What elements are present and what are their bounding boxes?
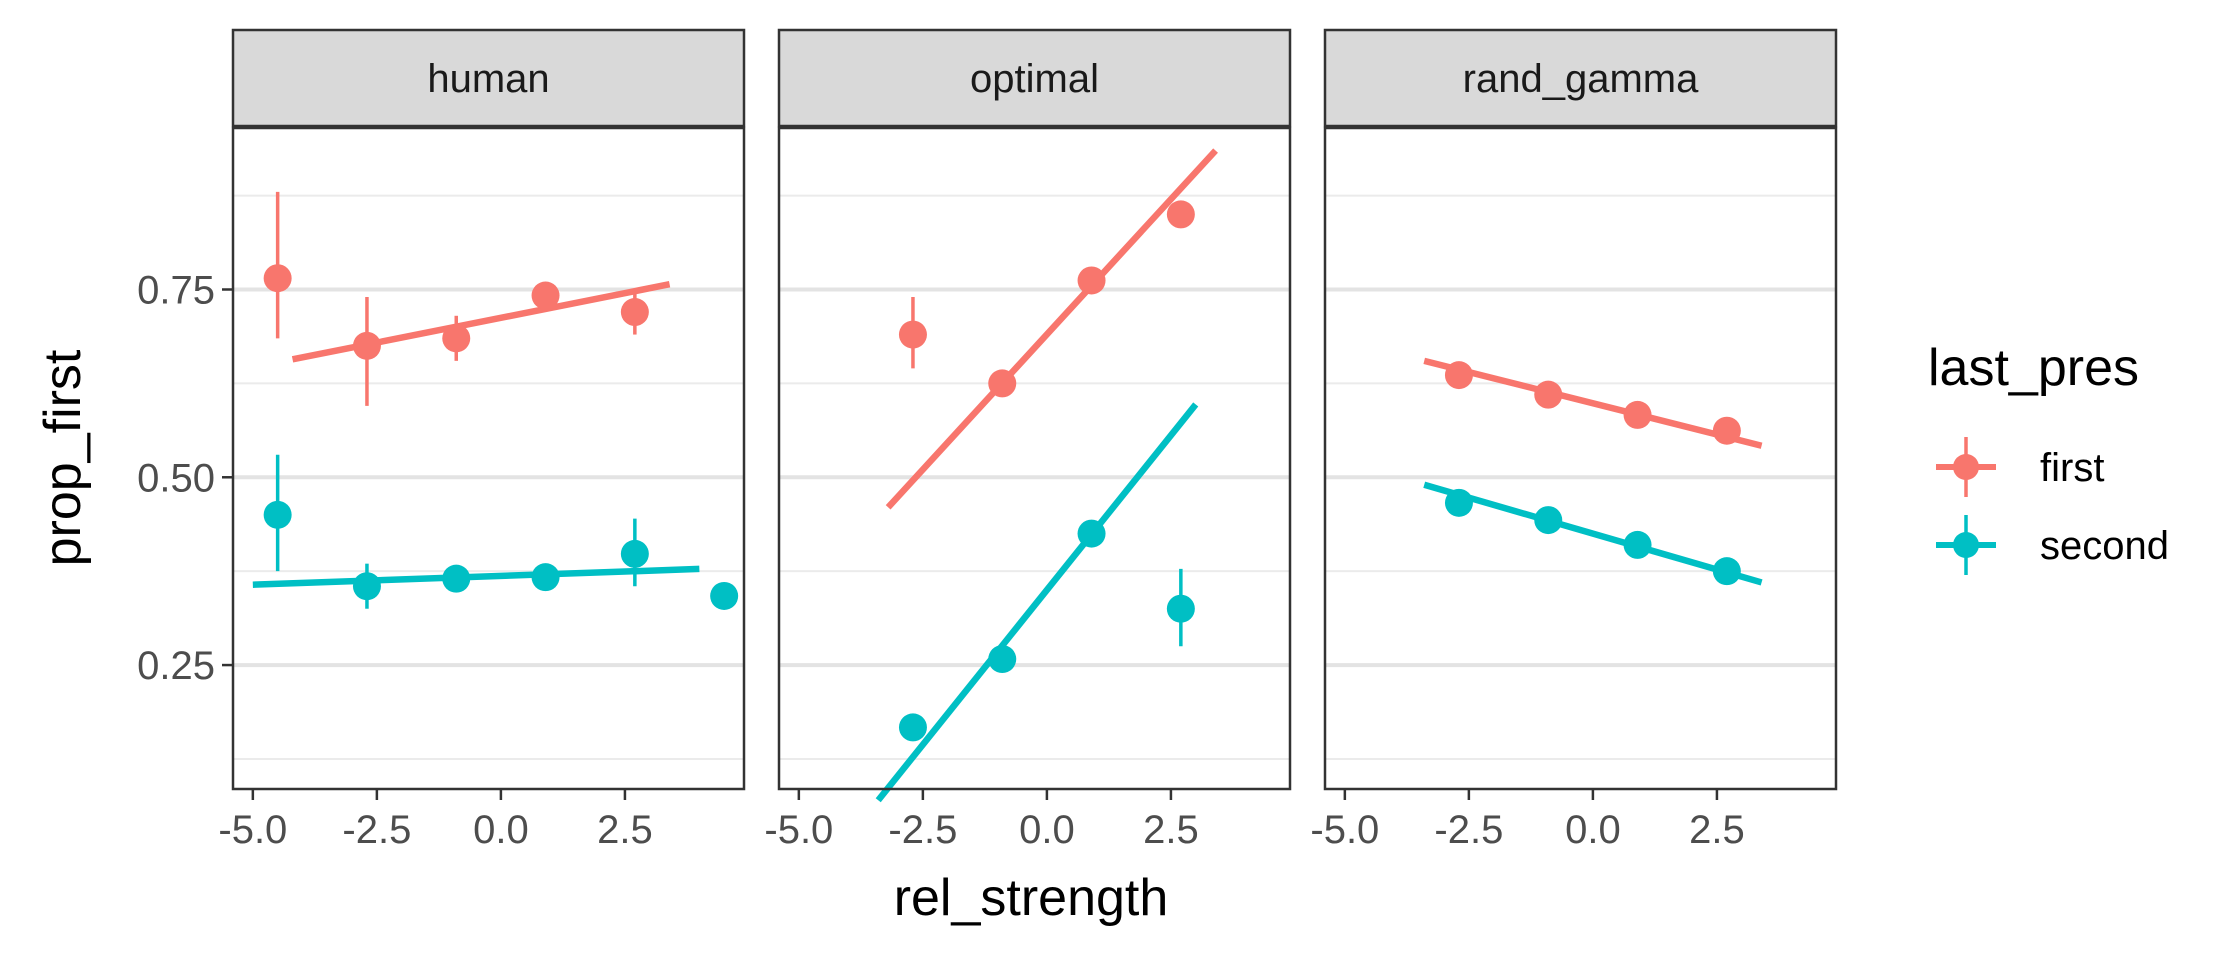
- data-point: [263, 264, 292, 293]
- series-second: [875, 402, 1199, 803]
- legend-key-first-point: [1953, 454, 1979, 480]
- axes-layer: -5.0 -2.5 0.0 2.5 -5.0 -2.5 0.0 2.5 -5.0 -2.5 0.0 2…: [137, 268, 1745, 852]
- x-tick-label: 2.5: [597, 808, 653, 852]
- panels-layer: human optimal rand_gamma: [231, 28, 1838, 803]
- data-point: [263, 500, 292, 529]
- data-point: [442, 564, 471, 593]
- y-tick-label: 0.75: [137, 268, 215, 312]
- data-point: [620, 298, 649, 327]
- x-tick-label: 2.5: [1143, 808, 1199, 852]
- plot-background: [779, 128, 1290, 789]
- x-tick-label: -5.0: [1310, 808, 1379, 852]
- facet-panel-rand_gamma: rand_gamma: [1323, 28, 1838, 791]
- fit-line: [1423, 357, 1763, 449]
- data-point: [898, 320, 927, 349]
- panel-border: [777, 126, 1292, 791]
- data-point: [898, 713, 927, 742]
- plot-background: [1325, 128, 1836, 789]
- data-point: [531, 281, 560, 310]
- series-second: [1423, 481, 1763, 586]
- data-point: [1534, 380, 1563, 409]
- y-tick-label: 0.50: [137, 456, 215, 500]
- x-tick-label: 0.0: [1565, 808, 1621, 852]
- data-point: [1623, 530, 1652, 559]
- facet-panel-human: human: [231, 28, 746, 791]
- data-point: [1166, 200, 1195, 229]
- panel-border: [231, 126, 746, 791]
- facet-strip-label: rand_gamma: [1463, 57, 1699, 101]
- fit-line: [252, 565, 700, 588]
- series-first: [1423, 357, 1763, 449]
- data-point: [710, 581, 739, 610]
- data-point: [531, 563, 560, 592]
- data-point: [620, 539, 649, 568]
- facet-strip: [1323, 28, 1838, 128]
- data-point: [1444, 361, 1473, 390]
- facet-panel-optimal: optimal: [777, 28, 1292, 803]
- data-point: [988, 369, 1017, 398]
- data-point: [442, 324, 471, 353]
- data-point: [1166, 594, 1195, 623]
- data-point: [1534, 506, 1563, 535]
- series-first: [263, 191, 671, 406]
- data-point: [1712, 557, 1741, 586]
- x-tick-label: 0.0: [473, 808, 529, 852]
- legend-key-second: [1936, 515, 1996, 575]
- facet-strip: [777, 28, 1292, 128]
- data-point: [352, 331, 381, 360]
- legend-label-second: second: [2040, 524, 2169, 568]
- legend: last_pres first second: [1928, 339, 2169, 575]
- x-tick-label: -5.0: [764, 808, 833, 852]
- x-axis-title: rel_strength: [894, 869, 1169, 927]
- x-tick-label: -5.0: [218, 808, 287, 852]
- data-point: [1077, 519, 1106, 548]
- x-tick-label: 2.5: [1689, 808, 1745, 852]
- facet-strip: [231, 28, 746, 128]
- data-point: [1712, 416, 1741, 445]
- data-point: [1077, 266, 1106, 295]
- data-point: [352, 572, 381, 601]
- x-tick-label: 0.0: [1019, 808, 1075, 852]
- legend-label-first: first: [2040, 446, 2104, 490]
- legend-title: last_pres: [1928, 339, 2139, 397]
- plot-background: [233, 128, 744, 789]
- fit-line: [885, 148, 1218, 510]
- fit-line: [1423, 481, 1763, 586]
- fit-line: [875, 402, 1199, 803]
- data-point: [1623, 400, 1652, 429]
- data-point: [988, 645, 1017, 674]
- data-point: [1444, 488, 1473, 517]
- facet-strip-label: human: [427, 57, 549, 101]
- y-tick-label: 0.25: [137, 644, 215, 688]
- y-axis-title: prop_first: [34, 349, 92, 566]
- legend-key-second-point: [1953, 532, 1979, 558]
- x-tick-label: -2.5: [342, 808, 411, 852]
- series-second: [252, 454, 739, 610]
- x-tick-label: -2.5: [1434, 808, 1503, 852]
- legend-key-first: [1936, 437, 1996, 497]
- panel-border: [1323, 126, 1838, 791]
- x-tick-label: -2.5: [888, 808, 957, 852]
- facet-strip-label: optimal: [970, 57, 1099, 101]
- series-first: [885, 148, 1218, 510]
